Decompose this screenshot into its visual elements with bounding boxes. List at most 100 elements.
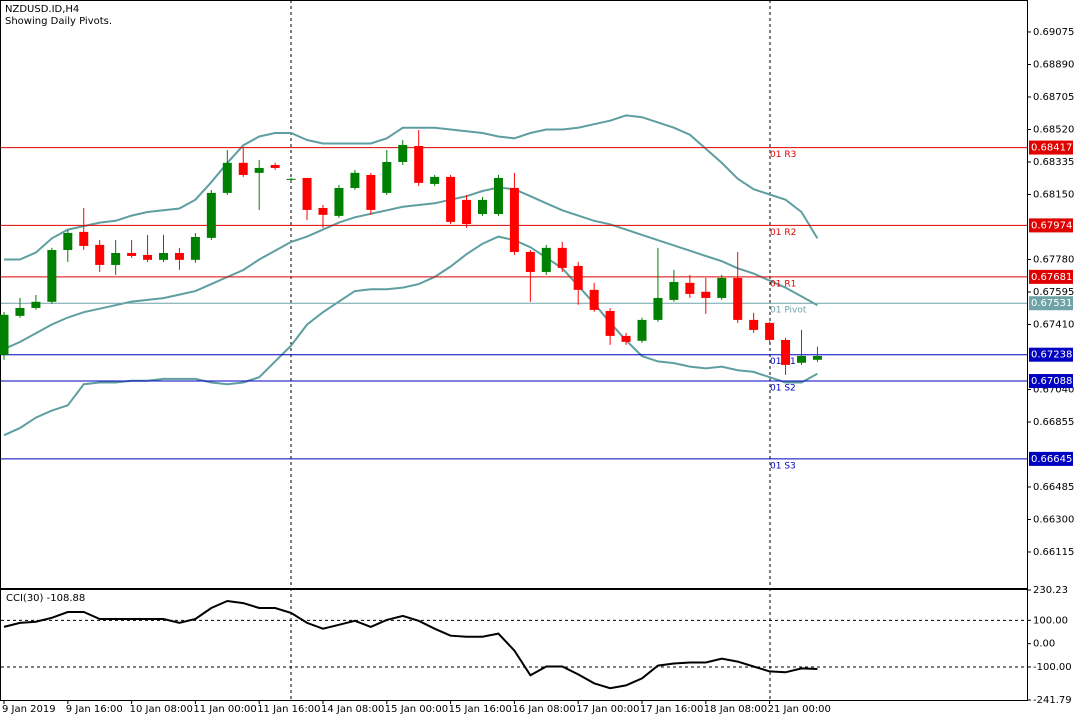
candle-body bbox=[47, 249, 57, 302]
y-tick-label: 0.69075 bbox=[1033, 27, 1074, 38]
candle-body bbox=[366, 174, 376, 210]
price-tag bbox=[1029, 296, 1073, 311]
y-tick-label: 0.67040 bbox=[1033, 384, 1074, 395]
candle-body bbox=[765, 322, 775, 340]
candle-body bbox=[621, 335, 631, 342]
x-tick-label: 16 Jan 08:00 bbox=[512, 704, 575, 715]
x-tick-label: 11 Jan 16:00 bbox=[257, 704, 320, 715]
candle-body bbox=[222, 162, 232, 193]
candle-body bbox=[589, 289, 599, 310]
candle-body bbox=[190, 236, 200, 260]
price-tag-label: 0.67238 bbox=[1031, 350, 1072, 361]
candle-body bbox=[318, 208, 328, 215]
price-tag bbox=[1029, 269, 1073, 284]
candle-body bbox=[733, 277, 743, 320]
indicator-note: Showing Daily Pivots. bbox=[5, 16, 112, 27]
y-tick-label: 0.66855 bbox=[1033, 417, 1074, 428]
symbol-title: NZDUSD.ID,H4 bbox=[5, 4, 79, 15]
candle-body bbox=[462, 199, 472, 224]
x-tick-label: 17 Jan 00:00 bbox=[576, 704, 639, 715]
y-tick-label: 0.68520 bbox=[1033, 124, 1074, 135]
cci-panel bbox=[0, 589, 1028, 701]
price-tag bbox=[1029, 374, 1073, 389]
pivot-label: 01 S2 bbox=[770, 384, 796, 394]
candle-body bbox=[430, 176, 440, 184]
cci-title: CCI(30) -108.88 bbox=[6, 593, 85, 604]
candle-body bbox=[573, 265, 583, 290]
candle-body bbox=[541, 247, 551, 272]
candle-body bbox=[605, 310, 615, 336]
x-tick-label: 15 Jan 16:00 bbox=[449, 704, 512, 715]
x-tick-label: 14 Jan 08:00 bbox=[321, 704, 384, 715]
x-tick-label: 18 Jan 08:00 bbox=[704, 704, 767, 715]
y-tick-label: 0.66115 bbox=[1033, 547, 1074, 558]
price-tag bbox=[1029, 218, 1073, 233]
candle-body bbox=[302, 177, 312, 210]
candle-body bbox=[637, 319, 647, 341]
price-tag bbox=[1029, 451, 1073, 466]
candle-body bbox=[31, 301, 41, 308]
y-tick-label: 0.66300 bbox=[1033, 514, 1074, 525]
candle-body bbox=[797, 355, 806, 363]
y-tick-label: 0.67780 bbox=[1033, 254, 1074, 265]
x-tick-label: 9 Jan 16:00 bbox=[66, 704, 123, 715]
y-tick-label: 0.00 bbox=[1033, 639, 1055, 650]
candle-body bbox=[0, 314, 9, 355]
x-tick-label: 10 Jan 08:00 bbox=[130, 704, 193, 715]
candle-body bbox=[334, 187, 344, 216]
y-tick-label: -241.79 bbox=[1033, 695, 1072, 706]
pivot-label: 01 R1 bbox=[770, 279, 796, 289]
candle-body bbox=[493, 177, 503, 214]
candle-body bbox=[254, 167, 264, 173]
x-tick-label: 17 Jan 16:00 bbox=[640, 704, 703, 715]
candle-body bbox=[717, 277, 727, 298]
bollinger-band bbox=[3, 186, 818, 351]
price-tag-label: 0.67681 bbox=[1031, 272, 1072, 283]
x-tick-label: 11 Jan 00:00 bbox=[193, 704, 256, 715]
candle-body bbox=[781, 339, 791, 365]
candle-body bbox=[350, 172, 360, 188]
candle-body bbox=[446, 176, 456, 222]
price-tag-label: 0.67974 bbox=[1031, 220, 1072, 231]
candle-body bbox=[382, 161, 392, 193]
pivot-label: 01 R3 bbox=[770, 150, 796, 160]
candle-body bbox=[669, 281, 679, 300]
pivot-label: 01 R2 bbox=[770, 228, 796, 238]
candle-body bbox=[398, 144, 408, 162]
y-tick-label: 100.00 bbox=[1033, 615, 1068, 626]
cci-line bbox=[3, 599, 818, 690]
y-tick-label: 230.23 bbox=[1033, 585, 1068, 596]
candle-body bbox=[509, 187, 519, 252]
candle-body bbox=[701, 291, 711, 298]
candle-body bbox=[143, 254, 153, 260]
candle-body bbox=[79, 231, 89, 246]
y-tick-label: 0.68150 bbox=[1033, 189, 1074, 200]
candle-body bbox=[685, 282, 695, 294]
candle-body bbox=[63, 232, 73, 250]
candle-body bbox=[525, 251, 535, 272]
candle-body bbox=[812, 355, 822, 360]
price-tag bbox=[1029, 347, 1073, 362]
y-tick-label: 0.67595 bbox=[1033, 287, 1074, 298]
x-tick-label: 9 Jan 2019 bbox=[2, 704, 56, 715]
price-tag-label: 0.67531 bbox=[1031, 298, 1072, 309]
candle-body bbox=[270, 164, 280, 168]
candle-body bbox=[749, 319, 759, 330]
y-tick-label: -100.00 bbox=[1033, 662, 1072, 673]
candle-body bbox=[478, 199, 487, 214]
price-tag-label: 0.68417 bbox=[1031, 143, 1072, 154]
price-tag-label: 0.67088 bbox=[1031, 376, 1072, 387]
candle-body bbox=[238, 162, 248, 175]
x-tick-label: 15 Jan 00:00 bbox=[385, 704, 448, 715]
pivot-label: 01 S3 bbox=[770, 461, 796, 471]
y-tick-label: 0.68335 bbox=[1033, 157, 1074, 168]
y-tick-label: 0.68890 bbox=[1033, 59, 1074, 70]
candle-body bbox=[111, 252, 121, 265]
y-tick-label: 0.66485 bbox=[1033, 482, 1074, 493]
y-tick-label: 0.68705 bbox=[1033, 92, 1074, 103]
candle-body bbox=[557, 247, 567, 268]
main-panel bbox=[0, 0, 1028, 589]
candle-body bbox=[15, 307, 25, 316]
candle-body bbox=[159, 252, 168, 260]
